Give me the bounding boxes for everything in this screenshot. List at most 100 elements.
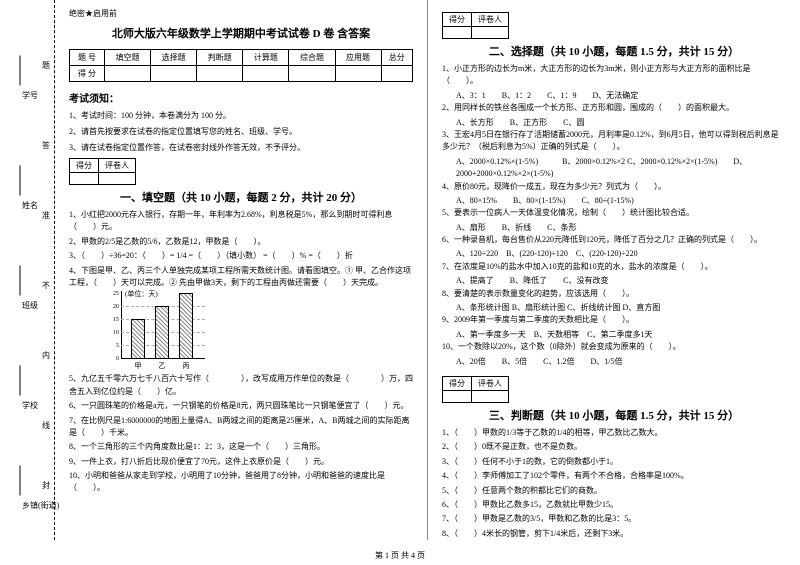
section-3-title: 三、判断题（共 10 小题，每题 1.5 分，共计 15 分） xyxy=(442,407,786,423)
score-cell: 总分 xyxy=(381,50,412,66)
options: A、扇形 B、折线 C、条形 xyxy=(442,222,786,234)
options: A、提高了 B、降低了 C、没有改变 xyxy=(442,275,786,287)
section-score-box: 得分 评卷人 xyxy=(442,12,509,39)
sec-score-cell: 评卷人 xyxy=(472,376,509,390)
seal-char: 答 xyxy=(42,140,50,151)
options: A、第一季度多一天 B、天数相等 C、第二季度多1天 xyxy=(442,329,786,341)
binding-field: 学号 xyxy=(22,90,38,101)
question: 6、一只圆珠笔的价格是a元，一只钢笔的价格是8元，两只圆珠笔比一只钢笔便宜了（ … xyxy=(69,400,413,412)
notice-header: 考试须知： xyxy=(69,90,413,105)
page-footer: 第 1 页 共 4 页 xyxy=(0,550,800,561)
options: A、长方形 B、正方形 C、圆 xyxy=(442,117,786,129)
seal-char: 准 xyxy=(42,210,50,221)
question: 8、一个三角形的三个内角度数比是1：2：3，这是一个（ ）三角形。 xyxy=(69,441,413,453)
chart-tick: 20 xyxy=(107,304,119,310)
score-cell: 判断题 xyxy=(197,50,243,66)
chart-bar-label: 乙 xyxy=(155,361,169,371)
binding-margin: 乡镇(街道) 学校 班级 姓名 学号 封 线 内 不 准 答 题 xyxy=(0,0,55,540)
score-table: 题 号 填空题 选择题 判断题 计算题 综合题 应用题 总分 得 分 xyxy=(69,49,413,82)
question: 7、在比例尺是1:6000000的地图上量得A、B两城之间的距离是25厘米，A、… xyxy=(69,415,413,440)
sec-score-cell: 评卷人 xyxy=(99,159,136,173)
section-score-box: 得分 评卷人 xyxy=(69,158,136,185)
section-score-box: 得分 评卷人 xyxy=(442,376,509,403)
question: 2、（ ）0既不是正数，也不是负数。 xyxy=(442,441,786,453)
sec-score-cell: 得分 xyxy=(443,13,472,27)
question: 9、一件上衣，打八折后比现价便宜了70元，这件上衣原价是（ ）元。 xyxy=(69,456,413,468)
question: 7、在浓度是10%的盐水中加入10克的盐和10克的水，盐水的浓度是（ ）。 xyxy=(442,261,786,273)
right-column: 得分 评卷人 二、选择题（共 10 小题，每题 1.5 分，共计 15 分） 1… xyxy=(428,0,800,540)
options: A、3：1 B、1：2 C、1：9 D、无法确定 xyxy=(442,90,786,102)
seal-char: 内 xyxy=(42,350,50,361)
notice-item: 2、请首先按要求在试卷的指定位置填写您的姓名、班级、学号。 xyxy=(69,126,413,137)
question: 3、王宏4月5日在银行存了活期储蓄2000元，月利率是0.12%，到6月5日，他… xyxy=(442,129,786,154)
binding-field: 姓名 xyxy=(22,200,38,211)
score-cell: 综合题 xyxy=(289,50,335,66)
question: 3、（ ）÷36=20：（ ）= 1/4 =（ ）（填小数） =（ ）% =（ … xyxy=(69,250,413,262)
seal-char: 题 xyxy=(42,60,50,71)
score-cell: 选择题 xyxy=(151,50,197,66)
chart-ylabel: (单位：天) xyxy=(125,289,158,299)
notice-item: 1、考试时间：100 分钟，本卷满分为 100 分。 xyxy=(69,110,413,121)
chart-bar xyxy=(155,306,169,359)
left-column: 绝密★启用前 北师大版六年级数学上学期期中考试试卷 D 卷 含答案 题 号 填空… xyxy=(55,0,428,540)
question: 4、（ ）李师傅加工了102个零件，有两个不合格，合格率是100%。 xyxy=(442,470,786,482)
section-1-title: 一、填空题（共 10 小题，每题 2 分，共计 20 分） xyxy=(69,189,413,205)
question: 10、小明和爸爸从家走到学校，小明用了10分钟，爸爸用了8分钟，小明和爸爸的速度… xyxy=(69,470,413,495)
secret-mark: 绝密★启用前 xyxy=(69,8,413,19)
sec-score-cell: 得分 xyxy=(443,376,472,390)
options: A、120÷220 B、(220-120)÷120 C、(220-120)÷22… xyxy=(442,248,786,260)
question: 1、小正方形的边长为m米，大正方形的边长为3m米，则小正方形与大正方形的面积比是… xyxy=(442,63,786,88)
table-row: 题 号 填空题 选择题 判断题 计算题 综合题 应用题 总分 xyxy=(70,50,413,66)
score-cell: 填空题 xyxy=(105,50,151,66)
options: A、2000×0.12%×(1-5%) B、2000×0.12%×2 C、200… xyxy=(442,156,786,181)
bar-chart: (单位：天) 0 5 10 15 20 25 甲 乙 丙 xyxy=(99,291,209,371)
notice-item: 3、请在试卷指定位置作答，在试卷密封线外作答无效，不予评分。 xyxy=(69,142,413,153)
binding-field: 乡镇(街道) xyxy=(22,500,59,511)
options: A、20倍 B、5倍 C、1.2倍 D、1/5倍 xyxy=(442,356,786,368)
question: 8、（ ）4米长的钢管，剪下1/4米后，还剩下3米。 xyxy=(442,528,786,540)
score-cell: 题 号 xyxy=(70,50,105,66)
score-cell: 应用题 xyxy=(335,50,381,66)
question: 6、（ ）甲数比乙数多15，乙数就比甲数少15。 xyxy=(442,499,786,511)
question: 5、要表示一位病人一天体温变化情况，绘制（ ）统计图比较合适。 xyxy=(442,207,786,219)
question: 4、下图是甲、乙、丙三个人单独完成某项工程所需天数统计图。请看图填空。① 甲、乙… xyxy=(69,265,413,290)
question: 1、（ ）甲数的1/3等于乙数的1/4的相等，甲乙数比乙数大。 xyxy=(442,427,786,439)
chart-bar-label: 甲 xyxy=(131,361,145,371)
sec-score-cell: 得分 xyxy=(70,159,99,173)
question: 5、（ ）任意两个数的积都比它们的商数。 xyxy=(442,485,786,497)
chart-tick: 15 xyxy=(107,317,119,323)
sec-score-cell: 评卷人 xyxy=(472,13,509,27)
seal-char: 不 xyxy=(42,280,50,291)
binding-field: 班级 xyxy=(22,300,38,311)
question: 3、（ ）任何不小于1的数，它的倒数都小于1。 xyxy=(442,456,786,468)
chart-tick: 10 xyxy=(107,330,119,336)
question: 9、2009年第一季度与第二季度的天数相比是（ ）。 xyxy=(442,314,786,326)
question: 10、一个数除以20%，这个数（0除外）就会变成为原来的（ ）。 xyxy=(442,341,786,353)
question: 2、用同样长的铁丝各围成一个长方形、正方形和圆，围成的（ ）的面积最大。 xyxy=(442,102,786,114)
question: 7、（ ）甲数是乙数的3/5，甲数和乙数的比是3：5。 xyxy=(442,513,786,525)
page-wrapper: 乡镇(街道) 学校 班级 姓名 学号 封 线 内 不 准 答 题 绝密★启用前 … xyxy=(0,0,800,540)
chart-tick: 25 xyxy=(107,291,119,297)
score-cell: 得 分 xyxy=(70,66,105,82)
section-2-title: 二、选择题（共 10 小题，每题 1.5 分，共计 15 分） xyxy=(442,43,786,59)
question: 5、九亿五千零六万七千八百六十写作（ ），改写成用万作单位的数是（ ）万，四舍五… xyxy=(69,373,413,398)
options: A、条形统计图 B、扇形统计图 C、折线统计图 D、直方图 xyxy=(442,302,786,314)
chart-tick: 0 xyxy=(107,356,119,362)
question: 2、甲数的2/5是乙数的5/6，乙数是12，甲数是（ ）。 xyxy=(69,236,413,248)
seal-char: 线 xyxy=(42,420,50,431)
exam-title: 北师大版六年级数学上学期期中考试试卷 D 卷 含答案 xyxy=(69,25,413,41)
seal-char: 封 xyxy=(42,480,50,491)
options: A、80×15% B、80×(1-15%) C、80÷(1-15%) xyxy=(442,195,786,207)
question: 1、小红把2000元存入银行，存期一年，年利率为2.68%，利息税是5%，那么到… xyxy=(69,209,413,234)
chart-yaxis xyxy=(121,291,122,359)
chart-bar xyxy=(179,293,193,359)
binding-field: 学校 xyxy=(22,400,38,411)
question: 6、一种录音机，每台售价从220元降低到120元，降低了百分之几？正确的列式是（… xyxy=(442,234,786,246)
question: 4、原价80元，现降价一成五，现在为多少元？列式为（ ）。 xyxy=(442,181,786,193)
question: 8、要清楚的表示数量变化的趋势，应该选用（ ）。 xyxy=(442,288,786,300)
chart-bar xyxy=(131,319,145,359)
chart-bar-label: 丙 xyxy=(179,361,193,371)
chart-tick: 5 xyxy=(107,343,119,349)
score-cell: 计算题 xyxy=(243,50,289,66)
table-row: 得 分 xyxy=(70,66,413,82)
